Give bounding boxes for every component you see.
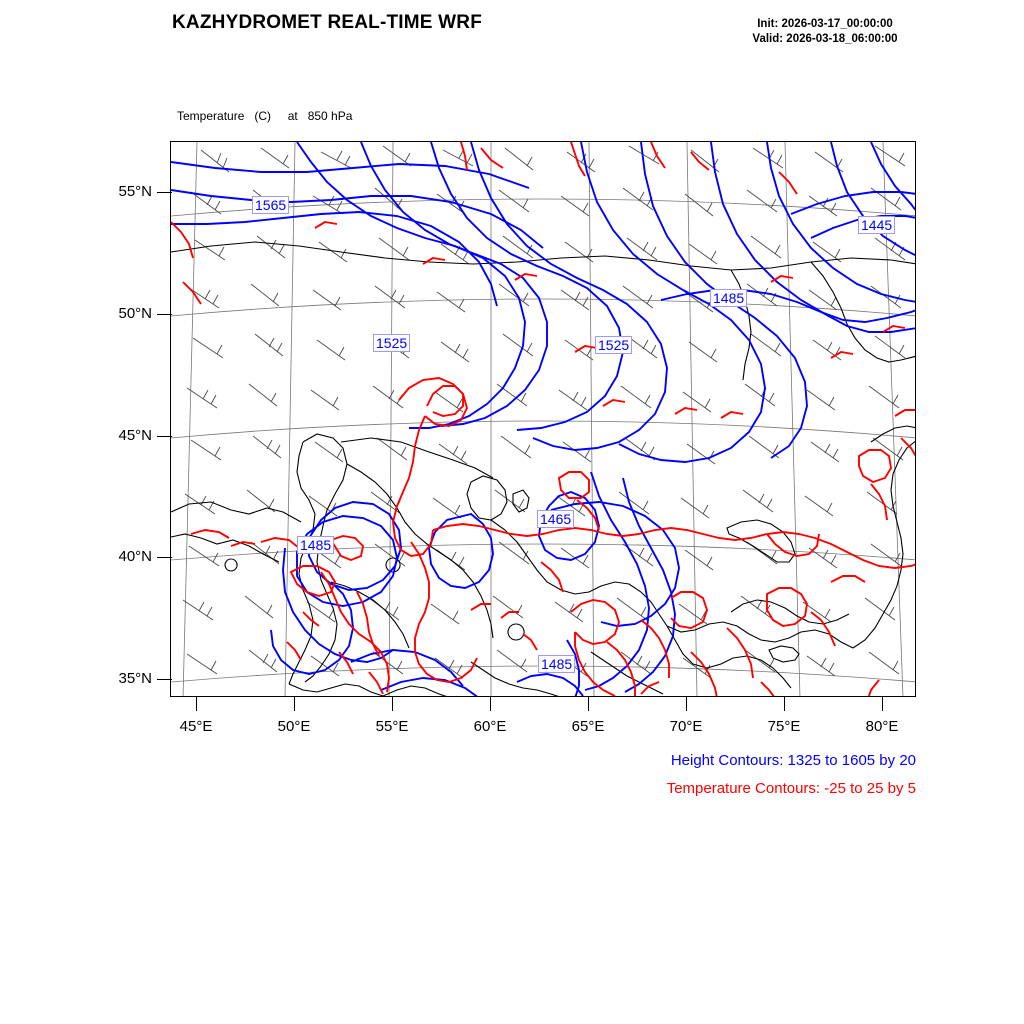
page-title: KAZHYDROMET REAL-TIME WRF bbox=[172, 12, 483, 33]
lon-tick-label: 60°E bbox=[473, 718, 507, 735]
lon-tick-mark bbox=[882, 697, 883, 711]
lat-tick-mark bbox=[157, 436, 172, 437]
contour-value-label: 1485 bbox=[297, 536, 335, 554]
lat-tick-label: 50°N bbox=[118, 305, 152, 322]
contour-value-label: 1525 bbox=[595, 336, 633, 354]
lon-tick-label: 70°E bbox=[669, 718, 703, 735]
lon-tick-mark bbox=[686, 697, 687, 711]
contour-value-label: 1525 bbox=[373, 334, 411, 352]
lon-tick-label: 55°E bbox=[375, 718, 409, 735]
lat-tick-label: 45°N bbox=[118, 427, 152, 444]
lon-tick-mark bbox=[294, 697, 295, 711]
map-canvas bbox=[171, 142, 915, 696]
contour-value-label: 1485 bbox=[538, 655, 576, 673]
lon-tick-label: 75°E bbox=[767, 718, 801, 735]
contour-value-label: 1465 bbox=[537, 510, 575, 528]
height-contour-legend: Height Contours: 1325 to 1605 by 20 bbox=[670, 752, 916, 769]
model-run-times: Init: 2026-03-17_00:00:00 Valid: 2026-03… bbox=[700, 17, 950, 47]
map-plot-area bbox=[170, 141, 916, 697]
temperature-contour-legend: Temperature Contours: -25 to 25 by 5 bbox=[666, 780, 916, 797]
lon-tick-label: 65°E bbox=[571, 718, 605, 735]
lon-tick-label: 45°E bbox=[179, 718, 213, 735]
contour-value-label: 1565 bbox=[252, 196, 290, 214]
lat-tick-label: 40°N bbox=[118, 548, 152, 565]
lon-tick-label: 50°E bbox=[277, 718, 311, 735]
height-contours bbox=[171, 142, 915, 696]
init-time: Init: 2026-03-17_00:00:00 bbox=[757, 18, 893, 30]
lat-tick-mark bbox=[157, 679, 172, 680]
variable-temperature: Temperature (C) at 850 hPa bbox=[177, 109, 353, 123]
lat-tick-label: 35°N bbox=[118, 670, 152, 687]
lon-tick-mark bbox=[490, 697, 491, 711]
wind-barb-field bbox=[182, 145, 906, 679]
temperature-contours bbox=[171, 142, 915, 696]
contour-value-label: 1485 bbox=[710, 289, 748, 307]
lat-tick-mark bbox=[157, 557, 172, 558]
contour-value-label: 1445 bbox=[858, 216, 896, 234]
lat-tick-mark bbox=[157, 314, 172, 315]
lon-tick-mark bbox=[784, 697, 785, 711]
lat-tick-mark bbox=[157, 192, 172, 193]
lat-tick-label: 55°N bbox=[118, 183, 152, 200]
lon-tick-mark bbox=[196, 697, 197, 711]
lon-tick-label: 80°E bbox=[865, 718, 899, 735]
valid-time: Valid: 2026-03-18_06:00:00 bbox=[752, 33, 898, 45]
lon-tick-mark bbox=[392, 697, 393, 711]
lon-tick-mark bbox=[588, 697, 589, 711]
